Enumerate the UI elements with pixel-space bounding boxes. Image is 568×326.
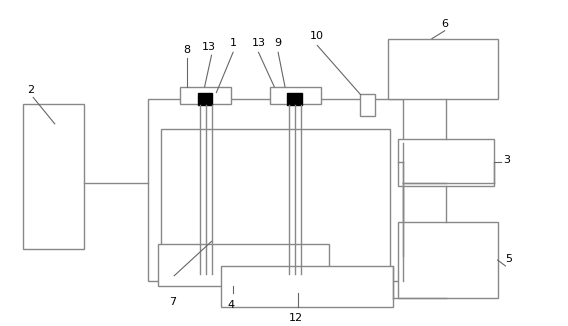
Bar	[157, 244, 329, 286]
Bar	[388, 38, 498, 99]
Bar	[361, 95, 375, 116]
Bar	[198, 93, 212, 105]
Text: 8: 8	[183, 45, 191, 55]
Text: 13: 13	[252, 38, 265, 49]
Text: 1: 1	[229, 38, 236, 49]
Bar	[222, 266, 392, 307]
Text: 5: 5	[506, 254, 512, 264]
Text: 9: 9	[274, 38, 282, 49]
Bar	[398, 139, 494, 185]
Text: 12: 12	[289, 313, 303, 323]
Text: 2: 2	[27, 85, 35, 96]
Bar	[270, 87, 321, 104]
Text: 6: 6	[441, 19, 448, 29]
Bar	[180, 87, 231, 104]
Bar	[398, 222, 498, 298]
Bar	[148, 99, 403, 281]
Text: 4: 4	[228, 300, 235, 310]
Bar	[23, 104, 84, 249]
Bar	[287, 93, 302, 105]
Bar	[161, 129, 390, 274]
Text: 10: 10	[310, 31, 324, 40]
Text: 7: 7	[169, 297, 176, 307]
Text: 13: 13	[202, 42, 216, 52]
Text: 3: 3	[503, 155, 511, 165]
